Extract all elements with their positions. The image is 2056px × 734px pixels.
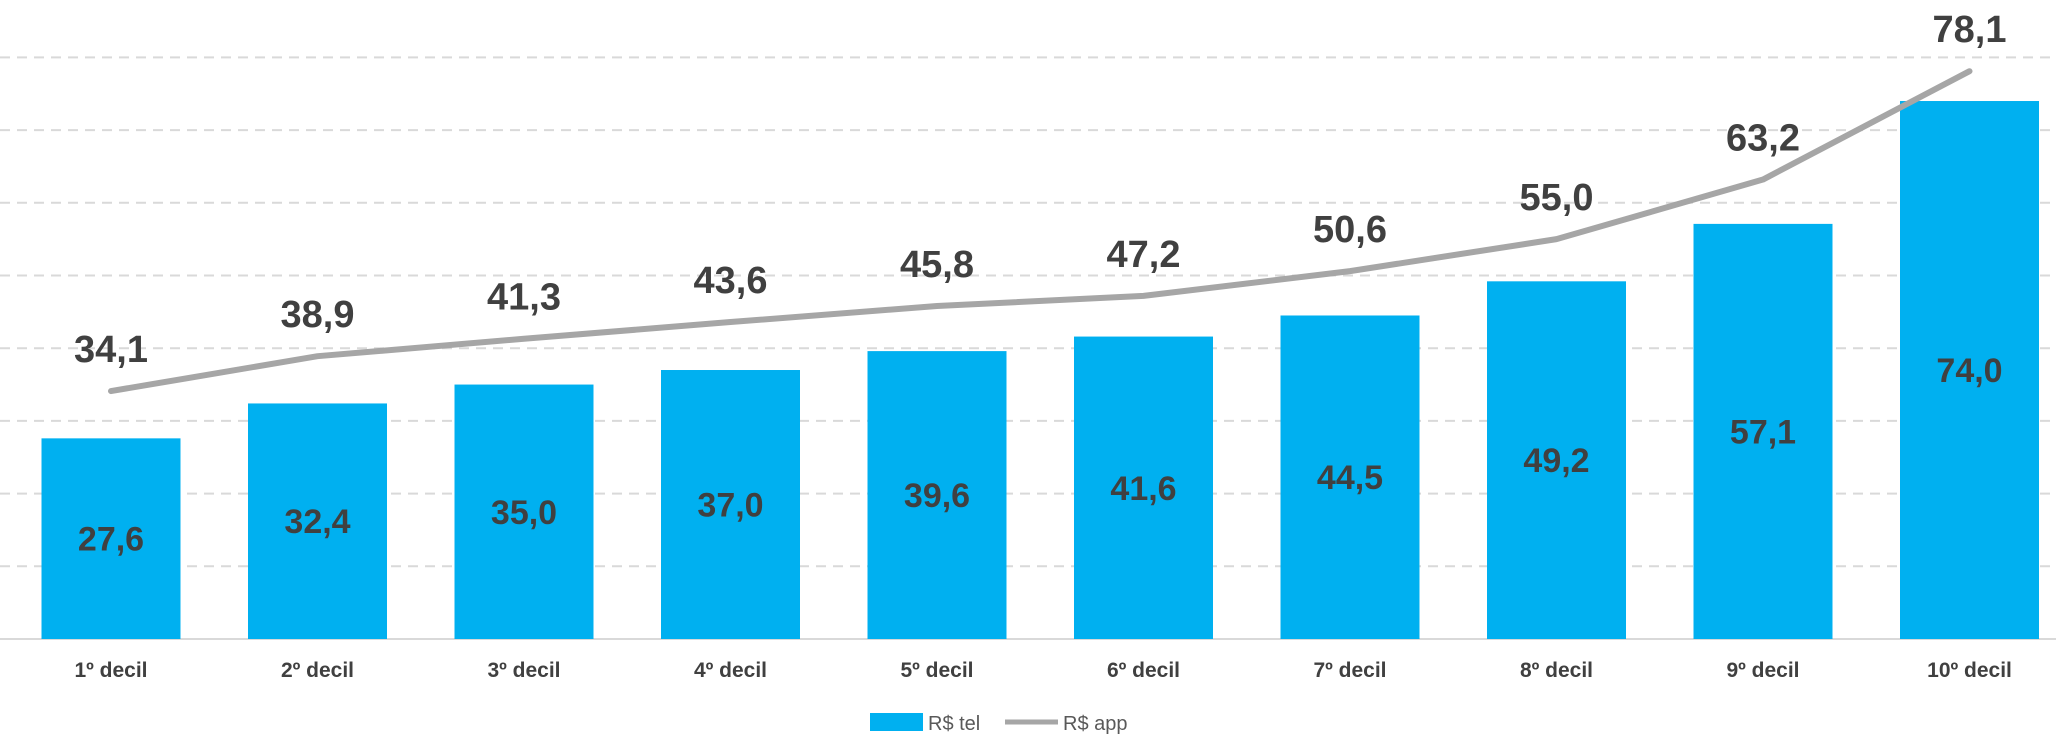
bar <box>1487 281 1626 639</box>
line-value-label: 38,9 <box>281 294 355 336</box>
x-tick-label: 5º decil <box>900 659 973 682</box>
x-tick-label: 3º decil <box>487 659 560 682</box>
x-tick-label: 10º decil <box>1927 659 2012 682</box>
bar-series <box>41 101 2039 639</box>
line-value-label: 43,6 <box>694 260 768 302</box>
line-value-label: 47,2 <box>1107 234 1181 276</box>
bar-value-label: 57,1 <box>1730 413 1796 451</box>
bar <box>1693 223 1833 639</box>
bar <box>1900 101 2039 639</box>
line-value-label: 63,2 <box>1726 118 1800 160</box>
bar <box>661 370 800 639</box>
line-value-label: 41,3 <box>487 277 561 319</box>
data-labels: 27,6 32,4 35,0 37,0 39,6 41,6 44,5 49,2 57,1 74,0… <box>74 9 2006 558</box>
x-tick-label: 6º decil <box>1107 659 1180 682</box>
line-series <box>108 68 1973 395</box>
line-value-label: 45,8 <box>900 244 974 286</box>
x-tick-label: 1º decil <box>74 659 147 682</box>
bar <box>1074 336 1213 639</box>
line-path <box>108 68 1973 395</box>
legend: R$ tel R$ app <box>870 713 1128 734</box>
x-tick-label: 2º decil <box>281 659 354 682</box>
line-value-label: 55,0 <box>1520 177 1594 219</box>
bar <box>1280 315 1420 639</box>
bar-value-label: 35,0 <box>491 494 557 532</box>
x-tick-label: 8º decil <box>1520 659 1593 682</box>
x-axis-ticks: 1º decil 2º decil 3º decil 4º decil 5º decil… <box>74 659 2011 682</box>
bar-value-label: 27,6 <box>78 521 144 559</box>
x-tick-label: 9º decil <box>1726 659 1799 682</box>
line-value-label: 78,1 <box>1933 9 2007 51</box>
bar <box>867 351 1007 639</box>
line-value-label: 34,1 <box>74 329 148 371</box>
bar <box>41 438 181 639</box>
line-value-label: 50,6 <box>1313 209 1387 251</box>
legend-swatch-bar <box>870 713 923 731</box>
x-tick-label: 4º decil <box>694 659 767 682</box>
bar-value-label: 74,0 <box>1936 352 2002 390</box>
bar-value-label: 49,2 <box>1523 442 1589 480</box>
bar <box>454 384 594 639</box>
bar-value-label: 32,4 <box>284 503 350 541</box>
x-tick-label: 7º decil <box>1313 659 1386 682</box>
bar-value-label: 44,5 <box>1317 459 1383 497</box>
bar <box>248 403 387 639</box>
legend-label: R$ tel <box>928 713 980 734</box>
bar-value-label: 37,0 <box>697 487 763 525</box>
legend-label: R$ app <box>1063 713 1128 734</box>
bar-value-label: 39,6 <box>904 477 970 515</box>
bar-value-label: 41,6 <box>1110 470 1176 508</box>
